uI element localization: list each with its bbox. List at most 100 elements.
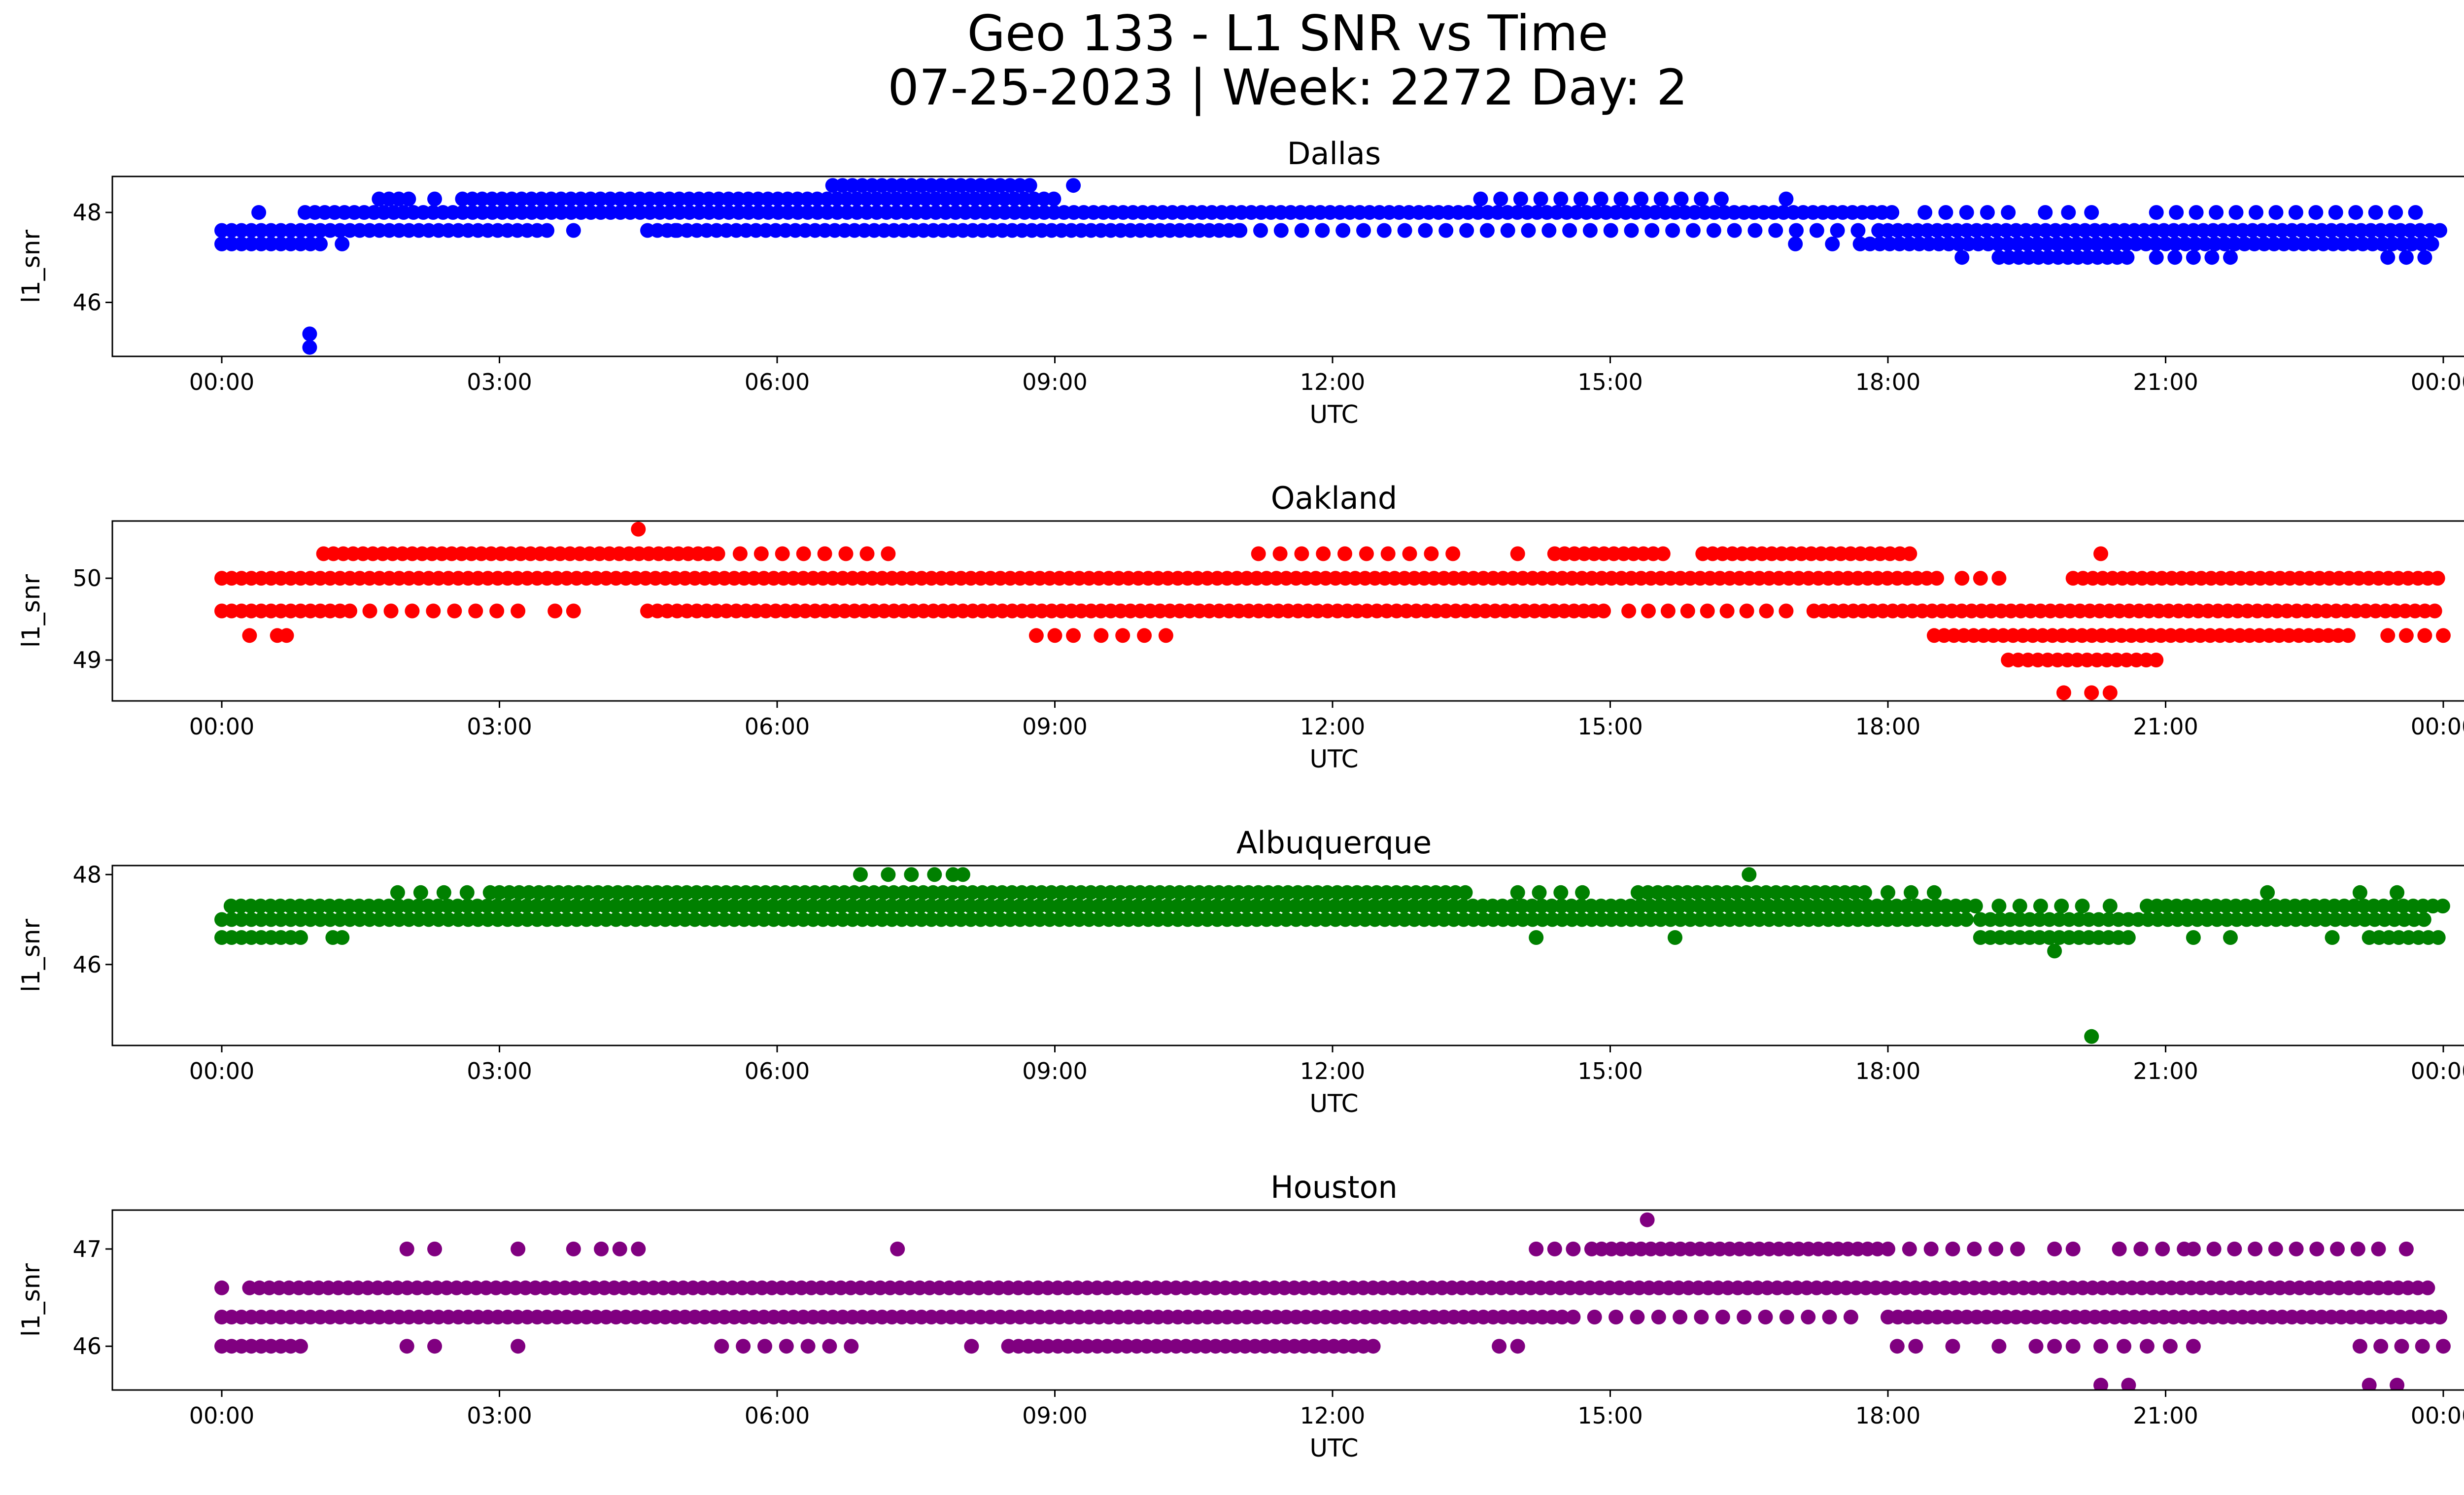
data-point bbox=[2268, 205, 2284, 220]
data-point bbox=[1988, 1241, 2004, 1256]
x-tick-label: 21:00 bbox=[2133, 1058, 2198, 1084]
data-point bbox=[1634, 191, 1649, 207]
data-point bbox=[426, 603, 441, 619]
data-point bbox=[1022, 178, 1037, 193]
y-tick-label: 48 bbox=[72, 861, 102, 888]
data-point bbox=[1809, 223, 1824, 238]
data-point bbox=[214, 1280, 229, 1295]
data-point bbox=[1047, 628, 1062, 643]
data-point bbox=[2065, 1241, 2081, 1256]
subplot-houston: Houston 00:00 03:00 06:00 09:00 12:00 15:00 18:… bbox=[17, 1169, 2464, 1462]
figure-title-line2: 07-25-2023 | Week: 2272 Day: 2 bbox=[888, 59, 1687, 116]
x-axis-label: UTC bbox=[1309, 745, 1358, 773]
data-point bbox=[1641, 603, 1656, 619]
x-tick-label: 18:00 bbox=[1855, 1402, 1921, 1429]
data-point bbox=[1335, 223, 1351, 238]
data-point bbox=[2186, 1339, 2201, 1354]
data-point bbox=[511, 1339, 526, 1354]
data-point bbox=[2149, 653, 2164, 667]
y-tick-label: 49 bbox=[72, 647, 102, 673]
data-point bbox=[668, 223, 683, 238]
data-point bbox=[2204, 250, 2220, 265]
data-point bbox=[2420, 1280, 2435, 1295]
data-point bbox=[2149, 205, 2164, 220]
data-point bbox=[390, 885, 405, 900]
data-point bbox=[1553, 885, 1569, 900]
x-tick-label: 21:00 bbox=[2133, 713, 2198, 740]
data-point bbox=[1822, 1310, 1837, 1324]
series-dallas bbox=[214, 178, 2447, 355]
data-point bbox=[1593, 191, 1608, 207]
x-tick-label: 15:00 bbox=[1577, 713, 1643, 740]
data-point bbox=[817, 546, 832, 561]
data-point bbox=[399, 1241, 414, 1256]
x-tick-label: 06:00 bbox=[745, 713, 810, 740]
x-axis-label: UTC bbox=[1309, 1434, 1358, 1462]
data-point bbox=[1574, 191, 1588, 207]
subplot-albuquerque: Albuquerque 00:00 03:00 06:00 09:00 12:00 15:0… bbox=[17, 825, 2464, 1118]
x-tick-label: 15:00 bbox=[1577, 369, 1643, 395]
x-tick-label: 00:00 bbox=[2411, 1402, 2464, 1429]
data-point bbox=[2223, 930, 2238, 945]
data-point bbox=[1424, 546, 1439, 561]
x-tick-label: 03:00 bbox=[467, 369, 532, 395]
x-tick-label: 15:00 bbox=[1577, 1058, 1643, 1084]
x-tick-label: 18:00 bbox=[1855, 1058, 1921, 1084]
data-point bbox=[427, 191, 442, 207]
data-point bbox=[2352, 1339, 2367, 1354]
data-point bbox=[2102, 899, 2118, 914]
y-tick-label: 46 bbox=[72, 1333, 102, 1359]
data-point bbox=[2424, 236, 2439, 251]
data-point bbox=[1843, 1310, 1858, 1324]
data-point bbox=[1603, 223, 1618, 238]
panel-title-houston: Houston bbox=[1270, 1169, 1398, 1205]
data-point bbox=[2380, 628, 2396, 643]
x-tick-label: 18:00 bbox=[1855, 369, 1921, 395]
data-point bbox=[2415, 1339, 2430, 1354]
data-point bbox=[1380, 546, 1396, 561]
data-point bbox=[1158, 628, 1173, 643]
data-point bbox=[2352, 885, 2367, 900]
data-point bbox=[2121, 930, 2136, 945]
data-point bbox=[566, 603, 581, 619]
data-point bbox=[2065, 1339, 2081, 1354]
data-point bbox=[1830, 223, 1845, 238]
data-point bbox=[1954, 250, 1970, 265]
data-point bbox=[612, 1241, 627, 1256]
x-tick-label: 09:00 bbox=[1022, 1058, 1088, 1084]
data-point bbox=[1881, 885, 1895, 900]
x-tick-label: 03:00 bbox=[467, 713, 532, 740]
data-point bbox=[2162, 1339, 2178, 1354]
x-tick-label: 21:00 bbox=[2133, 369, 2198, 395]
x-tick-label: 03:00 bbox=[467, 1058, 532, 1084]
data-point bbox=[2328, 205, 2343, 220]
data-point bbox=[1694, 191, 1709, 207]
y-tick-label: 48 bbox=[72, 199, 102, 226]
data-point bbox=[753, 546, 769, 561]
data-point bbox=[2149, 250, 2164, 265]
data-point bbox=[2390, 1378, 2405, 1390]
data-point bbox=[2228, 205, 2244, 220]
data-point bbox=[2120, 250, 2135, 265]
data-point bbox=[1850, 223, 1866, 238]
data-point bbox=[1513, 191, 1528, 207]
data-point bbox=[1493, 191, 1508, 207]
x-tick-label: 12:00 bbox=[1300, 1058, 1366, 1084]
data-point bbox=[1232, 223, 1248, 238]
data-point bbox=[2427, 603, 2442, 619]
data-point bbox=[335, 930, 350, 945]
data-point bbox=[1929, 571, 1944, 586]
data-point bbox=[2398, 1241, 2414, 1256]
data-point bbox=[1359, 546, 1374, 561]
data-point bbox=[1768, 223, 1783, 238]
panel-title-dallas: Dallas bbox=[1287, 136, 1381, 172]
data-point bbox=[1624, 223, 1639, 238]
series-albuquerque bbox=[214, 867, 2450, 1044]
data-point bbox=[1902, 546, 1917, 561]
data-point bbox=[2189, 205, 2204, 220]
x-tick-label: 06:00 bbox=[745, 1058, 810, 1084]
x-tick-label: 00:00 bbox=[189, 713, 255, 740]
data-point bbox=[1458, 885, 1473, 900]
data-point bbox=[1884, 205, 1900, 220]
data-point bbox=[844, 1339, 859, 1354]
